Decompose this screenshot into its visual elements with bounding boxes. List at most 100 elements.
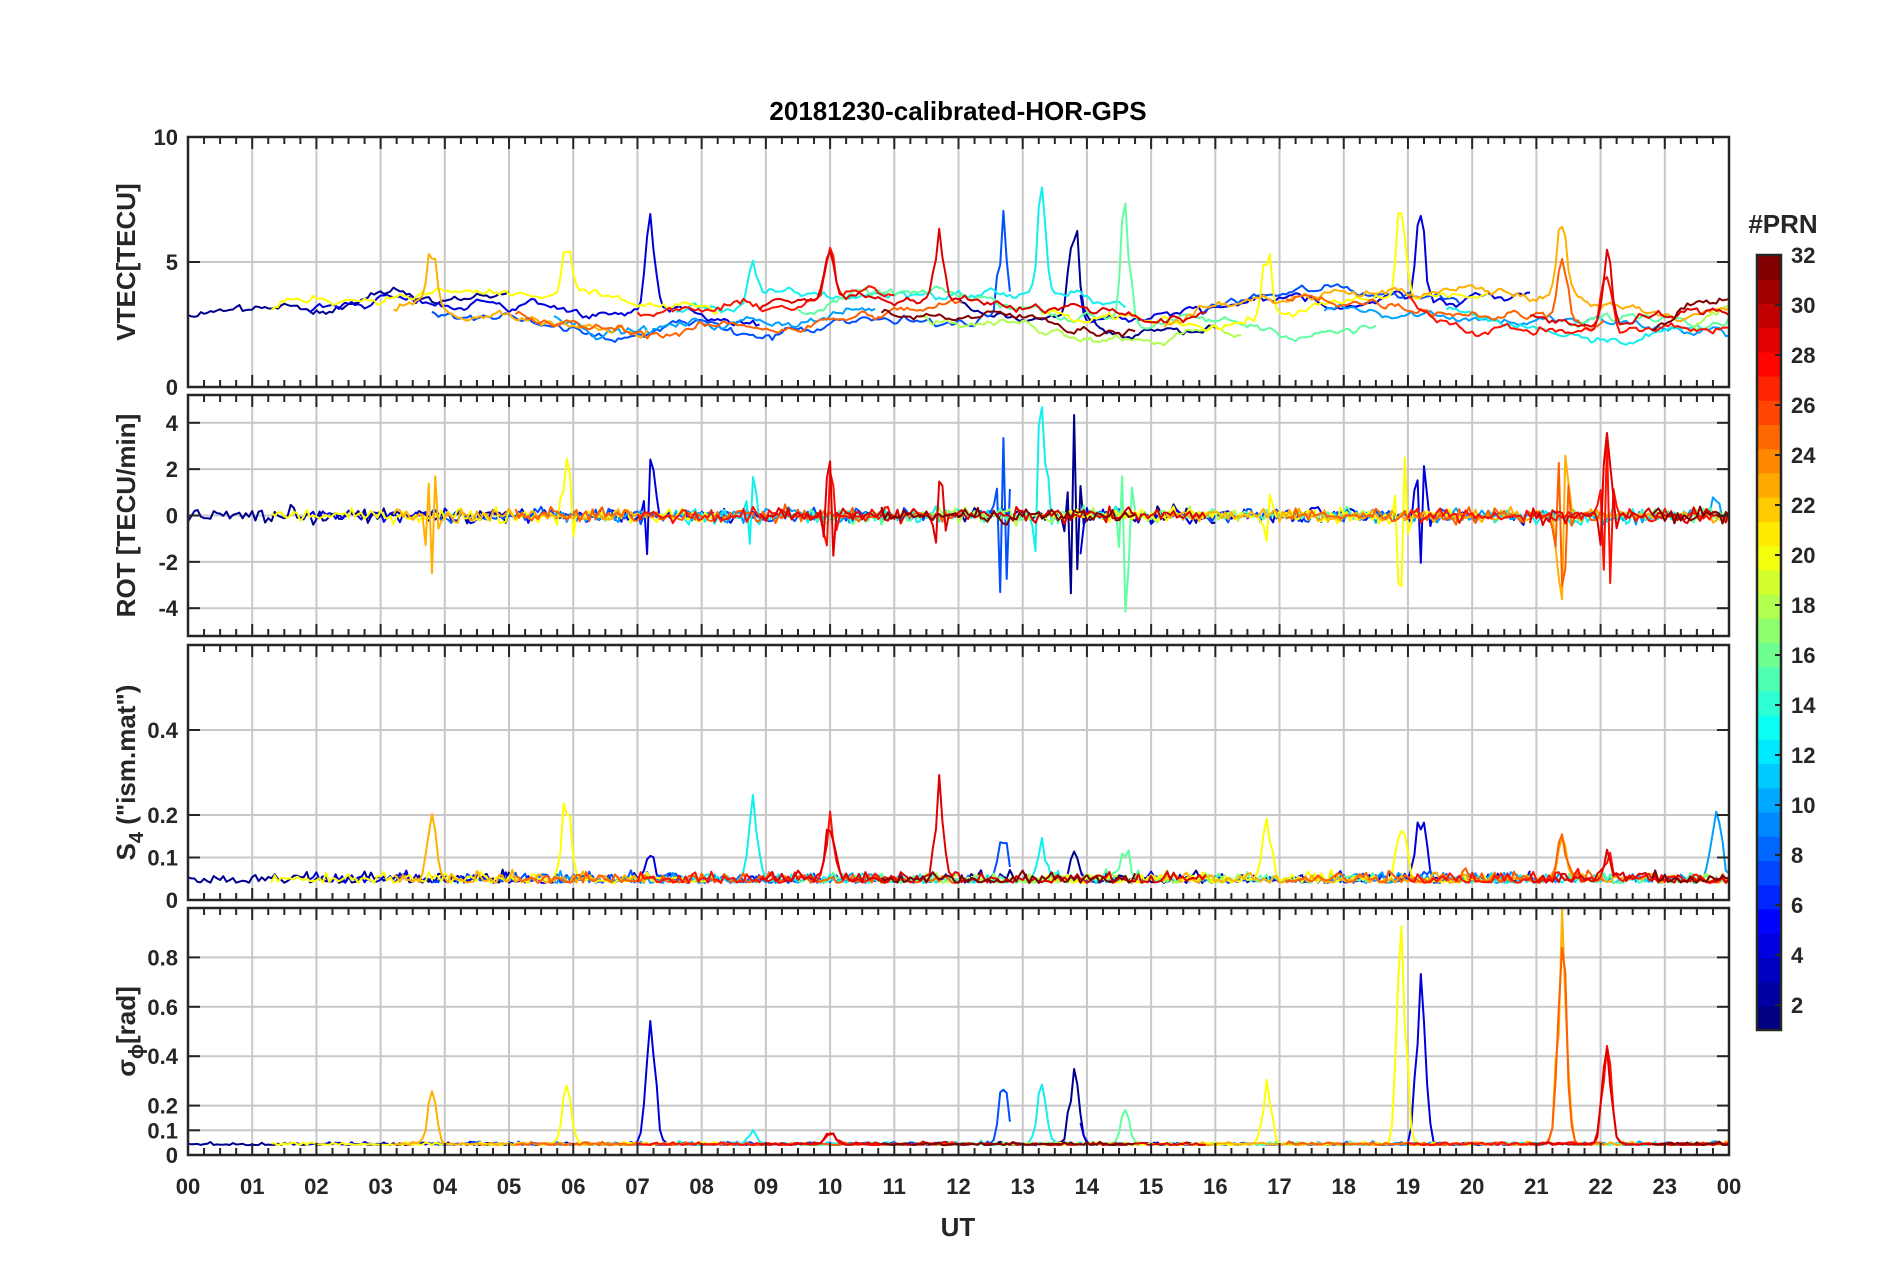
y-tick-label: 2: [166, 457, 178, 482]
x-tick-label: 22: [1588, 1174, 1612, 1199]
colorbar-tick-label: 8: [1791, 843, 1803, 868]
x-tick-label: 05: [497, 1174, 521, 1199]
colorbar-segment: [1757, 836, 1781, 861]
colorbar-tick-label: 4: [1791, 943, 1804, 968]
grid-lines: [188, 908, 1729, 1155]
y-tick-label: 0: [166, 504, 178, 529]
colorbar-segment: [1757, 521, 1781, 547]
x-tick-label: 06: [561, 1174, 585, 1199]
x-tick-label: 20: [1460, 1174, 1484, 1199]
series-line-prn-32: [880, 505, 1729, 526]
y-tick-label: 0.4: [147, 718, 178, 743]
panels: 0 5 10 VTEC[TECU] -4 -2 0 2 4 ROT [TECU/min] 0 0.1 0…: [111, 125, 1731, 1168]
y-tick-label: -4: [158, 596, 178, 621]
y-tick-label: 10: [154, 125, 178, 150]
colorbar-frame: [1755, 253, 1783, 1032]
colorbar-tick-label: 20: [1791, 543, 1815, 568]
x-tick-label: 04: [433, 1174, 458, 1199]
series-line-prn-32: [880, 297, 1729, 338]
x-minor-ticks: [187, 395, 1730, 636]
x-minor-ticks: [187, 137, 1730, 387]
colorbar-segment: [1757, 472, 1781, 498]
x-tick-label: 08: [689, 1174, 713, 1199]
y-axis-label-rot: ROT [TECU/min]: [111, 414, 141, 618]
y-tick-label: -2: [158, 550, 178, 575]
y-tick-label: 0.6: [147, 995, 178, 1020]
x-tick-label: 14: [1075, 1174, 1100, 1199]
y-tick-label: 0.2: [147, 803, 178, 828]
y-axis-label-s4: S4 ("ism.mat"): [111, 685, 148, 861]
colorbar-tick-label: 12: [1791, 743, 1815, 768]
x-tick-label: 03: [368, 1174, 392, 1199]
x-tick-label: 09: [754, 1174, 778, 1199]
x-tick-label: 13: [1010, 1174, 1034, 1199]
colorbar-tick-label: 30: [1791, 293, 1815, 318]
x-tick-label: 00: [176, 1174, 200, 1199]
x-tick-label: 19: [1396, 1174, 1420, 1199]
colorbar-segment: [1757, 981, 1781, 1007]
x-tick-label: 16: [1203, 1174, 1227, 1199]
x-tick-label: 00: [1717, 1174, 1741, 1199]
colorbar-segment: [1757, 255, 1781, 280]
series-lines: [188, 186, 1729, 347]
y-tick-label: 4: [166, 411, 179, 436]
series-lines: [188, 774, 1729, 884]
colorbar-label: #PRN: [1748, 209, 1817, 239]
colorbar-segment: [1757, 497, 1781, 522]
colorbar-segment: [1757, 448, 1781, 474]
colorbar-tick-label: 32: [1791, 243, 1815, 268]
series-line-prn-30: [758, 432, 1729, 557]
colorbar-segment: [1757, 279, 1781, 304]
colorbar-tick-label: 14: [1791, 693, 1816, 718]
x-tick-label: 21: [1524, 1174, 1548, 1199]
y-tick-label: 0: [166, 375, 178, 400]
series-line-prn-32: [880, 869, 1729, 884]
y-tick-label: 0: [166, 888, 178, 913]
colorbar-segment: [1757, 569, 1781, 595]
series-lines: [188, 406, 1729, 613]
series-line-prn-25: [514, 257, 1605, 340]
x-tick-label: 07: [625, 1174, 649, 1199]
x-tick-label: 01: [240, 1174, 264, 1199]
colorbar-segment: [1757, 545, 1781, 571]
panel-rot: -4 -2 0 2 4 ROT [TECU/min]: [111, 393, 1731, 638]
series-line-prn-28: [636, 246, 1729, 337]
x-minor-ticks: [187, 645, 1730, 900]
colorbar-tick-label: 18: [1791, 593, 1815, 618]
colorbar-segment: [1757, 715, 1781, 740]
colorbar-segment: [1757, 812, 1781, 837]
colorbar-segment: [1757, 690, 1781, 716]
series-lines: [188, 908, 1729, 1147]
x-tick-label: 12: [946, 1174, 970, 1199]
x-tick-label: 10: [818, 1174, 842, 1199]
panel-s4: 0 0.1 0.2 0.4S4 ("ism.mat"): [111, 643, 1731, 913]
colorbar-tick-label: 2: [1791, 993, 1803, 1018]
colorbar-segment: [1757, 739, 1781, 765]
colorbar-tick-label: 26: [1791, 393, 1815, 418]
y-axis-label-vtec: VTEC[TECU]: [111, 183, 141, 340]
x-tick-label: 23: [1653, 1174, 1677, 1199]
colorbar-segment: [1757, 618, 1781, 643]
y-tick-label: 0.4: [147, 1044, 178, 1069]
colorbar-segment: [1757, 933, 1781, 958]
y-tick-label: 0.8: [147, 945, 178, 970]
colorbar-segment: [1757, 908, 1781, 934]
x-minor-ticks: [187, 908, 1730, 1155]
x-tick-label: 02: [304, 1174, 328, 1199]
colorbar-tick-label: 24: [1791, 443, 1816, 468]
colorbar-segment: [1757, 303, 1781, 329]
colorbar-segment: [1757, 327, 1781, 353]
x-tick-label: 18: [1332, 1174, 1356, 1199]
colorbar-segment: [1757, 424, 1781, 450]
y-tick-label: 5: [166, 250, 178, 275]
y-axis-label-sigma_phi: σϕ[rad]: [111, 986, 148, 1077]
colorbar-segment: [1757, 860, 1781, 886]
colorbar-segment: [1757, 1005, 1781, 1031]
colorbar-segment: [1757, 666, 1781, 692]
series-line-prn-30: [758, 227, 1729, 328]
y-tick-label: 0.1: [147, 1118, 178, 1143]
colorbar-tick-label: 28: [1791, 343, 1815, 368]
colorbar-segment: [1757, 763, 1781, 789]
colorbar-segment: [1757, 957, 1781, 983]
